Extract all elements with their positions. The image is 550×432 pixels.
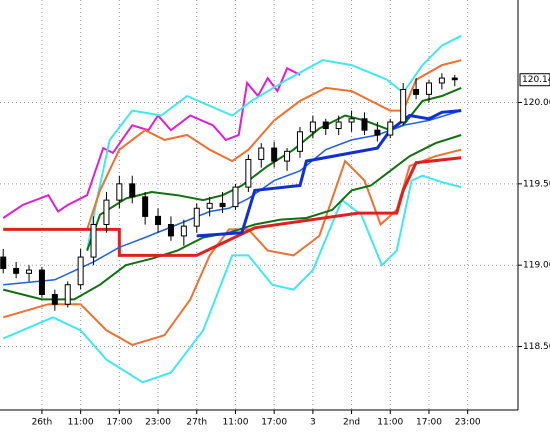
candle-body [348, 118, 355, 123]
x-tick-label: 27th [186, 418, 207, 428]
y-tick-label: 119.50 [523, 179, 550, 189]
candle-body [51, 293, 58, 305]
candle-body [309, 121, 316, 133]
x-tick-label: 17:00 [416, 418, 442, 428]
indicator-line [3, 109, 462, 286]
candle-body [13, 267, 20, 274]
x-tick-label: 11:00 [68, 418, 94, 428]
x-tick-label: 23:00 [455, 418, 481, 428]
candle-body [400, 88, 407, 123]
candle-body [451, 77, 458, 81]
candle-body [258, 147, 265, 160]
candle-body [296, 131, 303, 152]
candle-body [322, 121, 329, 130]
x-tick-label: 26th [32, 418, 53, 428]
indicator-line [3, 156, 462, 257]
indicator-line [2, 174, 462, 384]
x-tick-label: 11:00 [222, 418, 248, 428]
candle-body [219, 202, 226, 208]
y-tick-label: 118.50 [523, 342, 550, 352]
candle-body [387, 121, 394, 136]
candle-body [103, 199, 110, 226]
candle-body [180, 225, 187, 237]
candle-body [142, 196, 149, 217]
candle-body [0, 256, 7, 269]
candle-body [116, 183, 123, 201]
candle-body [155, 215, 162, 226]
x-tick-label: 17:00 [106, 418, 132, 428]
y-tick-label: 119.00 [523, 261, 550, 271]
marks [0, 34, 462, 384]
x-tick-label: 2nd [343, 418, 360, 428]
candle-body [284, 150, 291, 162]
candle-body [167, 224, 174, 237]
candle-body [193, 207, 200, 227]
y-tick-label: 120.00 [523, 98, 550, 108]
candle-body [64, 284, 71, 305]
candle-body [77, 256, 84, 286]
candle-body [38, 269, 45, 295]
indicator-line [2, 134, 462, 301]
candle-body [245, 158, 252, 188]
candle-body [413, 88, 420, 95]
indicator-line [196, 109, 462, 238]
candle-body [26, 269, 33, 274]
x-tick-label: 23:00 [145, 418, 171, 428]
candle-body [90, 224, 97, 258]
candle-body [335, 121, 342, 130]
x-tick-label: 11:00 [377, 418, 403, 428]
x-tick-label: 17:00 [261, 418, 287, 428]
last-price-label: 120.14 [522, 75, 550, 85]
candle-body [425, 82, 432, 95]
candle-body [438, 77, 445, 84]
candle-body [206, 202, 213, 209]
candle-body [129, 183, 136, 198]
candle-body [232, 186, 239, 208]
last-price-box [519, 73, 550, 87]
indicator-line [86, 86, 462, 251]
plot-area [0, 0, 518, 410]
x-tick-label: 3 [310, 418, 316, 428]
indicator-line [86, 34, 462, 251]
candle-body [271, 147, 278, 162]
indicator-line [2, 66, 301, 219]
labels: 120.00 119.50 119.00 118.50 26th 11:00 17:00 23… [32, 73, 550, 428]
candle-body [361, 118, 368, 131]
candle-body [374, 129, 381, 136]
